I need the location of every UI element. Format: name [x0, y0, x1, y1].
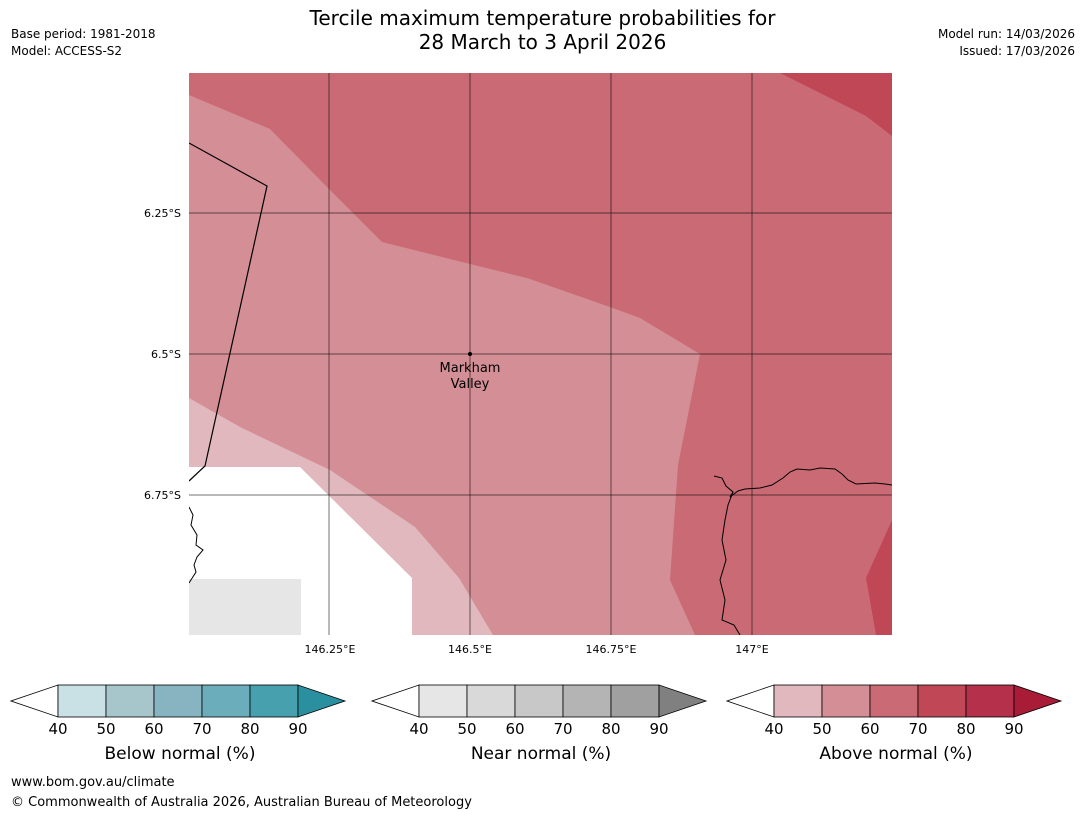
- colorbar-near-normal: 40 50 60 70 80 90: [370, 684, 708, 738]
- issued-date: Issued: 17/03/2026: [959, 44, 1075, 58]
- lat-label: 6.5°S: [151, 348, 181, 361]
- colorbar-over-arrow: [1013, 684, 1063, 718]
- colorbar-tick-label: 60: [144, 720, 163, 738]
- lon-label: 146.5°E: [448, 643, 492, 656]
- colorbar-tick-label: 90: [649, 720, 668, 738]
- colorbar-segment: [773, 684, 823, 718]
- colorbar-under-arrow: [9, 684, 59, 718]
- colorbar-segment: [57, 684, 107, 718]
- colorbar-tick-label: 80: [956, 720, 975, 738]
- map-title: Tercile maximum temperature probabilitie…: [0, 6, 1085, 54]
- colorbar-tick-label: 80: [240, 720, 259, 738]
- colorbar-tick-label: 50: [457, 720, 476, 738]
- colorbar-tick-label: 60: [505, 720, 524, 738]
- legend-near-normal: 40 50 60 70 80 90 Near normal (%): [370, 680, 711, 770]
- base-period: Base period: 1981-2018: [11, 27, 156, 41]
- colorbar-tick-label: 40: [48, 720, 67, 738]
- border-line: [189, 142, 268, 482]
- colorbar-segment: [514, 684, 564, 718]
- colorbar-tick-label: 60: [860, 720, 879, 738]
- meta-right: Model run: 14/03/2026 Issued: 17/03/2026: [938, 26, 1075, 60]
- legend-above-normal: 40 50 60 70 80 90 Above normal (%): [725, 680, 1066, 770]
- colorbar-segment: [418, 684, 468, 718]
- colorbar-segment: [105, 684, 155, 718]
- colorbar-tick-label: 70: [553, 720, 572, 738]
- lon-label: 146.75°E: [586, 643, 637, 656]
- location-label-line1: Markham: [440, 361, 501, 376]
- colorbar-tick-label: 50: [96, 720, 115, 738]
- colorbar-segment: [153, 684, 203, 718]
- footer-copyright: © Commonwealth of Australia 2026, Austra…: [11, 795, 472, 810]
- colorbar-segment: [610, 684, 660, 718]
- model-name: Model: ACCESS-S2: [11, 44, 123, 58]
- colorbar-segment: [869, 684, 919, 718]
- lat-label: 6.75°S: [144, 489, 181, 502]
- colorbar-over-arrow: [658, 684, 708, 718]
- colorbar-segment: [917, 684, 967, 718]
- colorbar-tick-label: 90: [1004, 720, 1023, 738]
- colorbar-tick-label: 90: [288, 720, 307, 738]
- legend-title-near: Near normal (%): [470, 744, 612, 764]
- colorbar-tick-label: 50: [812, 720, 831, 738]
- colorbar-segment: [821, 684, 871, 718]
- title-line-1: Tercile maximum temperature probabilitie…: [309, 6, 776, 30]
- lat-label: 6.25°S: [144, 207, 181, 220]
- colorbar-tick-label: 70: [192, 720, 211, 738]
- colorbar-above-normal: 40 50 60 70 80 90: [725, 684, 1063, 738]
- model-run: Model run: 14/03/2026: [937, 27, 1075, 41]
- colorbar-under-arrow: [370, 684, 420, 718]
- probability-map: Markham Valley 6.25°S 6.5°S 6.75°S 146.2…: [144, 73, 892, 656]
- location-marker: [468, 352, 472, 356]
- title-line-2: 28 March to 3 April 2026: [418, 30, 667, 54]
- colorbar-segment: [249, 684, 299, 718]
- colorbar-tick-label: 40: [409, 720, 428, 738]
- colorbar-tick-label: 40: [764, 720, 783, 738]
- footer-url[interactable]: www.bom.gov.au/climate: [11, 775, 175, 790]
- meta-left: Base period: 1981-2018 Model: ACCESS-S2: [11, 26, 156, 60]
- colorbar-under-arrow: [725, 684, 775, 718]
- colorbar-tick-label: 70: [908, 720, 927, 738]
- river-line: [719, 491, 741, 635]
- lon-label: 147°E: [735, 643, 768, 656]
- colorbar-over-arrow: [297, 684, 347, 718]
- grid-lines: [189, 73, 892, 635]
- location-label-line2: Valley: [451, 377, 490, 392]
- colorbar-segment: [965, 684, 1015, 718]
- legend-below-normal: 40 50 60 70 80 90 Below normal (%): [9, 680, 350, 770]
- legend-title-below: Below normal (%): [104, 744, 256, 764]
- coastline-west: [189, 506, 204, 584]
- region-no-data: [189, 579, 301, 635]
- lon-label: 146.25°E: [305, 643, 356, 656]
- legend-title-above: Above normal (%): [819, 744, 973, 764]
- colorbar-segment: [466, 684, 516, 718]
- colorbar-below-normal: 40 50 60 70 80 90: [9, 684, 347, 738]
- colorbar-segment: [562, 684, 612, 718]
- colorbar-segment: [201, 684, 251, 718]
- colorbar-tick-label: 80: [601, 720, 620, 738]
